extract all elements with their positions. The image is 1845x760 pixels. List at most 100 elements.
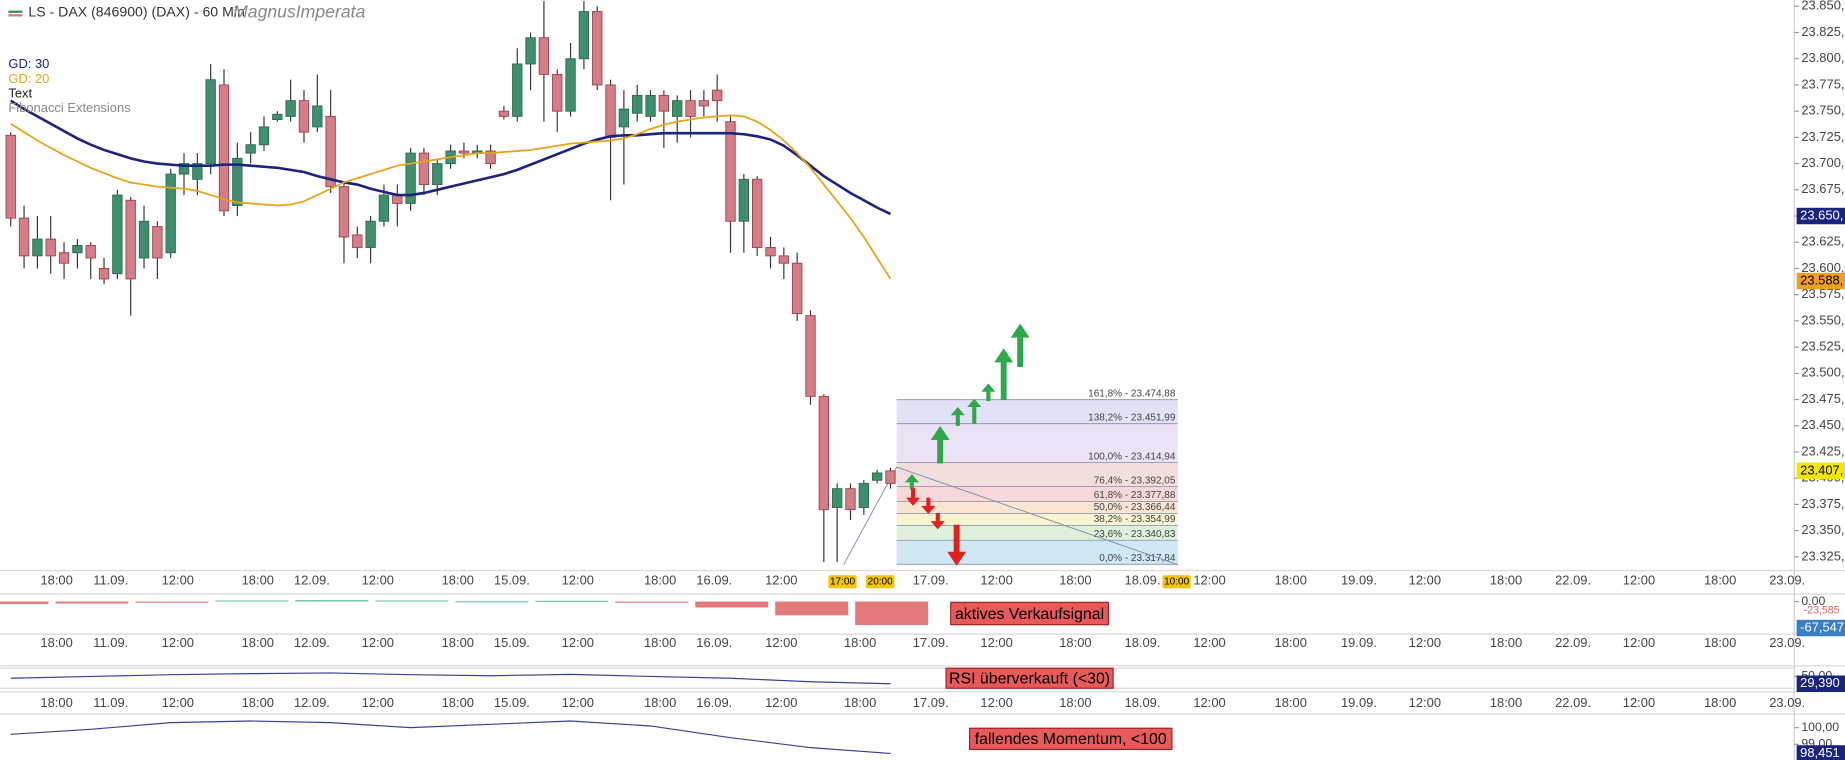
x-tick-label: 12:00 bbox=[562, 695, 594, 710]
candle-body bbox=[85, 244, 96, 259]
candle-body bbox=[312, 105, 323, 128]
candle-body bbox=[765, 247, 776, 257]
candle-body bbox=[578, 11, 590, 60]
x-tick-label: 16.09. bbox=[696, 573, 732, 588]
x-tick-label: 18.09. bbox=[1125, 635, 1161, 650]
side-label: -23,585 bbox=[1804, 605, 1840, 617]
x-tick-label: 20:00 bbox=[868, 576, 893, 587]
candle-body bbox=[338, 186, 350, 238]
price-marker bbox=[1796, 272, 1845, 290]
chart-title: LS - DAX (846900) (DAX) - 60 Min bbox=[28, 4, 244, 20]
annotation-box bbox=[945, 667, 1114, 689]
fib-label: 38,2% - 23.354,99 bbox=[1094, 514, 1176, 525]
fib-label: 76,4% - 23.392,05 bbox=[1094, 475, 1176, 486]
candle-body bbox=[698, 100, 710, 107]
candle-body bbox=[165, 173, 176, 254]
x-tick-label: 18.09. bbox=[1125, 695, 1161, 710]
x-tick-label: 19.09. bbox=[1341, 635, 1377, 650]
y-tick-label: 23.550, bbox=[1801, 312, 1844, 327]
price-marker bbox=[1796, 675, 1845, 692]
x-tick-label: 18:00 bbox=[242, 695, 274, 710]
histogram-bar bbox=[0, 601, 49, 604]
x-tick-label: 12:00 bbox=[1623, 695, 1655, 710]
candle-body bbox=[805, 315, 816, 397]
x-tick-label: 18:00 bbox=[1275, 635, 1307, 650]
candle-body bbox=[152, 226, 163, 259]
fib-label: 23,6% - 23.340,83 bbox=[1094, 529, 1176, 540]
x-tick-label: 15.09. bbox=[494, 695, 530, 710]
candle-body bbox=[845, 488, 856, 511]
candle-body bbox=[458, 150, 470, 154]
legend-entry: GD: 20 bbox=[8, 71, 49, 86]
x-tick-label: 12:00 bbox=[362, 635, 394, 650]
x-tick-label: 12:00 bbox=[1193, 635, 1225, 650]
candle-body bbox=[712, 89, 723, 102]
y-tick-label: 23.575, bbox=[1801, 286, 1844, 301]
candle-body bbox=[618, 108, 630, 128]
x-tick-label: 18:00 bbox=[844, 635, 876, 650]
candle-body bbox=[831, 488, 843, 509]
fib-construction bbox=[843, 466, 1178, 566]
x-tick-label: 18:00 bbox=[1490, 695, 1522, 710]
histogram-bar bbox=[535, 600, 609, 602]
annotation-box bbox=[968, 727, 1173, 750]
x-tick-label: 11.09. bbox=[93, 695, 128, 710]
candle-body bbox=[352, 234, 363, 248]
x-tick-label: 18:00 bbox=[1704, 573, 1736, 588]
histogram-bar bbox=[855, 601, 929, 626]
candle-body bbox=[232, 157, 243, 207]
price-marker bbox=[1796, 745, 1845, 760]
histogram-bar bbox=[135, 601, 209, 603]
histogram-bar bbox=[455, 601, 529, 603]
x-tick-label: 16.09. bbox=[696, 635, 732, 650]
y-tick-label: 23.500, bbox=[1801, 365, 1844, 380]
x-tick-label: 12:00 bbox=[980, 635, 1012, 650]
x-tick-label: 18:00 bbox=[242, 573, 274, 588]
y-tick-label: 23.675, bbox=[1801, 181, 1844, 196]
x-tick-label: 12:00 bbox=[765, 635, 797, 650]
fib-zone bbox=[896, 423, 1178, 463]
histogram-bar bbox=[55, 601, 129, 604]
candle-body bbox=[58, 252, 70, 264]
candle-body bbox=[885, 470, 896, 484]
x-tick-label: 18:00 bbox=[40, 635, 72, 650]
candle-body bbox=[818, 395, 830, 511]
candle-body bbox=[498, 110, 510, 117]
candle-body bbox=[871, 472, 883, 481]
buy-arrow bbox=[967, 398, 982, 424]
x-tick-label: 18:00 bbox=[1275, 573, 1307, 588]
candle-body bbox=[512, 63, 523, 117]
sell-arrow bbox=[930, 512, 945, 530]
candle-body bbox=[138, 220, 150, 259]
x-tick-label: 12:00 bbox=[1409, 695, 1441, 710]
time-highlight bbox=[866, 575, 895, 589]
y-tick-label: 23.525, bbox=[1801, 339, 1844, 354]
histogram-bar bbox=[215, 600, 289, 602]
x-tick-label: 18:00 bbox=[442, 695, 474, 710]
x-tick-label: 12.09. bbox=[294, 695, 330, 710]
histogram-bar bbox=[295, 600, 369, 602]
x-tick-label: 18:00 bbox=[1704, 635, 1736, 650]
x-tick-label: 12:00 bbox=[980, 695, 1012, 710]
x-tick-label: 12.09. bbox=[294, 573, 330, 588]
x-tick-label: 12:00 bbox=[362, 695, 394, 710]
annotation: RSI überverkauft (<30) bbox=[949, 671, 1110, 688]
x-tick-label: 18:00 bbox=[1059, 573, 1091, 588]
x-tick-label: 18:00 bbox=[40, 573, 72, 588]
x-tick-label: 23.09. bbox=[1769, 635, 1805, 650]
x-tick-label: 22.09. bbox=[1555, 573, 1591, 588]
x-tick-label: 18:00 bbox=[1490, 573, 1522, 588]
legend-entry: GD: 30 bbox=[8, 56, 49, 71]
fib-label: 0,0% - 23.317,84 bbox=[1099, 553, 1176, 564]
moving-average bbox=[10, 99, 892, 216]
x-tick-label: 18:00 bbox=[644, 573, 676, 588]
x-tick-label: 22.09. bbox=[1555, 635, 1591, 650]
x-tick-label: 18:00 bbox=[844, 695, 876, 710]
x-tick-label: 18:00 bbox=[1059, 635, 1091, 650]
fib-label: 50,0% - 23.366,44 bbox=[1094, 502, 1176, 513]
x-tick-label: 12:00 bbox=[765, 695, 797, 710]
candle-body bbox=[538, 37, 550, 75]
x-tick-label: 12:00 bbox=[1193, 573, 1225, 588]
fib-label: 138,2% - 23.451,99 bbox=[1088, 412, 1176, 423]
